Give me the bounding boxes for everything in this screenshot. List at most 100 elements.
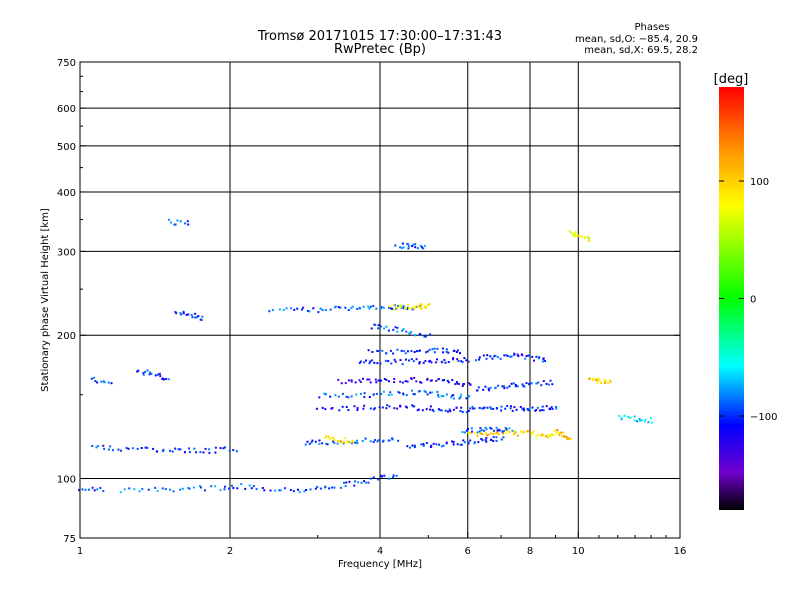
echo-point [598,379,601,382]
echo-point [406,308,409,310]
echo-point [467,410,470,412]
echo-point [522,384,525,387]
echo-point [444,361,447,364]
echo-point [399,380,402,383]
echo-point [326,443,329,446]
echo-point [542,409,545,412]
echo-point [593,378,596,381]
echo-point [378,439,381,442]
echo-point [447,410,449,413]
echo-point [407,243,410,246]
echo-point [410,389,413,392]
echo-point [501,385,504,388]
echo-point [424,335,427,338]
echo-point [394,360,397,363]
colorbar-tick-label: −100 [750,412,777,423]
echo-point [369,407,372,410]
echo-point [81,488,84,491]
echo-point [359,360,362,363]
echo-point [478,358,481,361]
echo-point [478,356,481,359]
echo-point [331,436,334,439]
echo-point [359,381,362,383]
echo-point [208,448,211,451]
echo-point [371,359,374,362]
colorbar-tick-label: 0 [750,295,756,306]
echo-point [200,319,203,321]
x-tick-label: 8 [527,546,533,557]
echo-point [429,446,432,448]
x-axis-label: Frequency [MHz] [338,559,422,570]
echo-point [388,439,391,442]
echo-point [477,441,480,444]
echo-trace [78,486,105,493]
echo-point [551,407,554,410]
echo-point [525,355,528,357]
echo-point [315,407,318,410]
echo-point [177,448,180,451]
echo-point [508,427,511,430]
echo-point [462,439,465,442]
echo-point [144,446,147,449]
echo-point [604,380,607,383]
echo-point [261,487,264,489]
echo-point [441,347,444,350]
echo-point [415,358,418,361]
echo-point [330,407,333,410]
echo-point [368,378,371,381]
echo-point [347,409,350,411]
echo-point [332,440,335,443]
echo-point [487,387,490,390]
echo-point [419,303,422,306]
echo-point [191,316,194,319]
y-tick-label: 600 [57,104,76,115]
echo-point [423,306,426,309]
echo-point [408,359,410,362]
echo-point [443,379,445,381]
echo-point [196,316,199,319]
echo-point [367,305,370,308]
echo-point [392,476,395,479]
echo-point [440,409,443,412]
echo-point [476,389,479,392]
echo-point [510,405,512,408]
echo-point [503,354,506,357]
echo-point [565,436,568,438]
echo-point [421,246,423,249]
echo-point [440,395,443,398]
echo-point [549,435,552,438]
echo-point [362,407,365,410]
echo-point [537,381,540,384]
echo-point [492,433,495,435]
echo-point [600,382,603,384]
echo-point [423,244,426,247]
echo-point [169,488,171,491]
echo-point [367,481,370,484]
echo-point [450,396,453,399]
echo-point [542,358,545,360]
echo-point [392,328,395,331]
echo-point [161,487,164,490]
echo-point [441,361,444,364]
echo-trace [618,414,654,424]
echo-point [284,487,287,490]
echo-trace [91,444,238,454]
echo-point [538,356,541,359]
echo-point [413,351,416,353]
echo-point [552,434,555,436]
echo-point [324,485,327,488]
echo-trace [358,357,470,366]
echo-point [174,447,177,450]
echo-point [290,307,293,310]
echo-point [445,350,448,353]
echo-point [399,306,402,308]
echo-point [377,350,380,353]
echo-point [344,485,347,487]
echo-point [404,380,407,383]
echo-point [174,311,177,313]
echo-point [150,372,153,375]
echo-point [248,484,251,487]
echo-point [235,450,238,453]
echo-point [380,379,382,382]
